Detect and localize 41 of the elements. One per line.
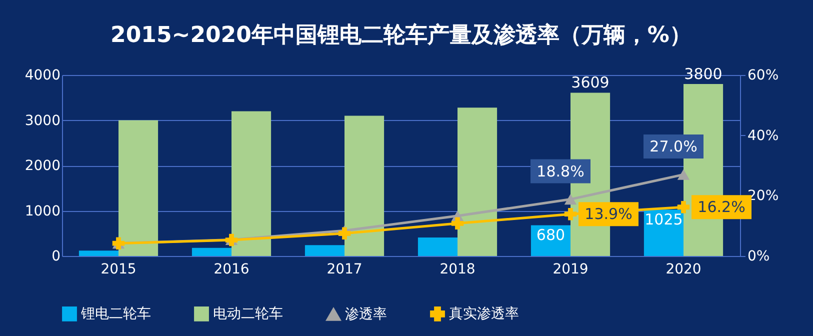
point [564, 194, 577, 205]
data-label: 3609 [571, 74, 610, 92]
bar [118, 120, 158, 256]
y-tick-label: 2000 [24, 158, 60, 174]
y2-tick-label: 40% [748, 128, 779, 144]
legend-label: 渗透率 [345, 306, 387, 322]
data-label: 13.9% [584, 205, 632, 224]
legend-label: 电动二轮车 [213, 306, 283, 322]
bar [78, 250, 118, 256]
bar [418, 237, 458, 256]
bar [304, 245, 344, 256]
data-label: 3800 [684, 65, 722, 84]
data-label: 18.8% [536, 162, 584, 180]
legend-label: 锂电二轮车 [80, 306, 151, 322]
x-tick-label: 2018 [440, 262, 476, 278]
point [564, 208, 577, 220]
y2-tick-label: 0% [748, 248, 770, 264]
y2-tick-label: 60% [748, 68, 779, 84]
bar [344, 116, 384, 256]
legend-label: 真实渗透率 [449, 306, 519, 322]
bar [192, 248, 232, 256]
x-tick-label: 2017 [326, 262, 362, 278]
point [677, 201, 690, 214]
data-label: 16.2% [698, 198, 746, 216]
point [677, 169, 690, 180]
chart-title: 2015~2020年中国锂电二轮车产量及渗透率（万辆，%） [110, 22, 692, 48]
y-tick-label: 4000 [24, 68, 60, 84]
x-tick-label: 2020 [666, 262, 702, 278]
x-tick-label: 2015 [100, 262, 136, 278]
y-tick-label: 3000 [24, 112, 60, 129]
bar [232, 111, 272, 256]
bar [458, 108, 498, 256]
x-tick-label: 2019 [552, 262, 588, 278]
data-label: 1025 [644, 210, 683, 229]
y-tick-label: 0 [52, 248, 60, 264]
data-label: 680 [536, 226, 566, 244]
data-label: 27.0% [650, 138, 698, 156]
point [451, 217, 464, 230]
x-tick-label: 2016 [214, 262, 250, 278]
y-tick-label: 1000 [24, 203, 60, 220]
point [338, 227, 351, 240]
